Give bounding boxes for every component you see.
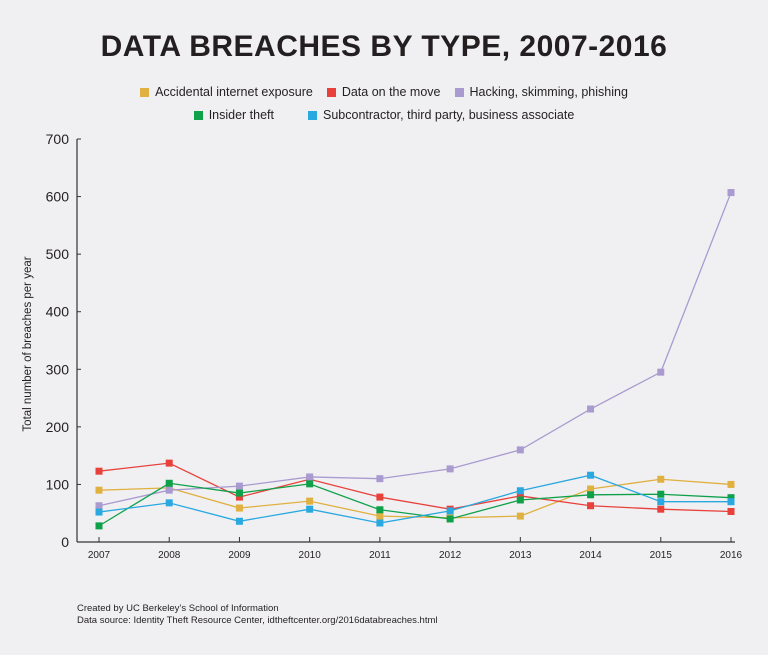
- data-point: [95, 486, 103, 494]
- legend-swatch-subcontractor: [308, 110, 318, 120]
- data-point: [235, 489, 243, 497]
- data-point: [587, 502, 595, 510]
- data-point: [727, 498, 735, 506]
- legend-item-data-on-move: Data on the move: [326, 85, 441, 99]
- series-line-0: [98, 478, 732, 519]
- data-point: [657, 368, 665, 376]
- data-point: [446, 507, 454, 515]
- legend-label: Hacking, skimming, phishing: [469, 85, 628, 99]
- chart-title: DATA BREACHES BY TYPE, 2007-2016: [100, 30, 668, 63]
- data-point: [95, 508, 103, 516]
- data-point: [376, 475, 384, 483]
- x-tick-label: 2015: [650, 550, 673, 561]
- legend-row-1: Accidental internet exposure Data on the…: [0, 85, 768, 99]
- x-tick-label: 2012: [439, 550, 462, 561]
- data-point: [727, 480, 735, 488]
- data-point: [516, 487, 524, 495]
- source-text: Data source: Identity Theft Resource Cen…: [77, 615, 438, 626]
- x-tick-label: 2014: [579, 550, 602, 561]
- y-tick-label: 600: [46, 189, 70, 205]
- data-point: [516, 492, 524, 500]
- data-point: [516, 496, 524, 504]
- y-tick-label: 100: [46, 476, 70, 492]
- x-tick-label: 2013: [509, 550, 532, 561]
- y-tick-label: 0: [61, 534, 69, 550]
- data-point: [587, 491, 595, 499]
- legend-item-subcontractor: Subcontractor, third party, business ass…: [308, 108, 574, 122]
- data-point: [165, 499, 173, 507]
- data-point: [376, 493, 384, 501]
- data-point: [306, 505, 314, 513]
- legend-swatch-accidental: [140, 87, 150, 97]
- y-tick-label: 400: [46, 304, 70, 320]
- credit-text: Created by UC Berkeley’s School of Infor…: [77, 603, 279, 614]
- x-tick-label: 2009: [228, 550, 251, 561]
- data-point: [657, 475, 665, 483]
- legend-item-accidental: Accidental internet exposure: [140, 85, 313, 99]
- y-tick-label: 500: [46, 246, 70, 262]
- data-point: [235, 493, 243, 501]
- series-line-4: [98, 474, 731, 524]
- data-point: [446, 465, 454, 473]
- data-point: [587, 405, 595, 413]
- data-point: [165, 486, 173, 494]
- legend-label: Accidental internet exposure: [155, 85, 313, 99]
- legend-label: Subcontractor, third party, business ass…: [323, 108, 575, 122]
- data-point: [376, 512, 384, 520]
- series-line-3: [98, 482, 732, 527]
- data-point: [306, 473, 314, 481]
- data-point: [165, 479, 173, 487]
- data-point: [376, 506, 384, 514]
- legend-swatch-hacking: [454, 87, 464, 97]
- data-point: [587, 471, 595, 479]
- legend-label: Data on the move: [341, 85, 441, 99]
- data-point: [727, 189, 735, 197]
- data-point: [306, 497, 314, 505]
- legend-item-hacking: Hacking, skimming, phishing: [454, 85, 628, 99]
- legend-label: Insider theft: [208, 108, 275, 122]
- data-point: [376, 519, 384, 527]
- footer: Created by UC Berkeley’s School of Infor…: [77, 603, 438, 627]
- data-point: [95, 467, 103, 475]
- data-point: [235, 517, 243, 525]
- data-point: [446, 515, 454, 523]
- x-tick-label: 2011: [369, 550, 391, 561]
- data-point: [657, 505, 665, 513]
- data-point: [235, 504, 243, 512]
- legend-swatch-insider: [193, 110, 203, 120]
- x-tick-label: 2016: [720, 550, 743, 561]
- legend-item-insider: Insider theft: [193, 108, 275, 122]
- data-point: [306, 480, 314, 488]
- x-tick-label: 2008: [158, 550, 181, 561]
- data-point: [235, 482, 243, 490]
- x-tick-label: 2007: [88, 550, 111, 561]
- x-tick-label: 2010: [299, 550, 322, 561]
- data-point: [657, 490, 665, 498]
- series-line-2: [98, 192, 732, 507]
- y-tick-label: 700: [46, 131, 70, 147]
- data-point: [95, 502, 103, 510]
- data-point: [587, 485, 595, 493]
- data-point: [165, 459, 173, 467]
- y-tick-label: 200: [46, 419, 70, 435]
- data-point: [95, 522, 103, 530]
- data-point: [516, 446, 524, 454]
- legend-swatch-data-on-move: [326, 87, 336, 97]
- y-tick-label: 300: [46, 361, 70, 377]
- legend-row-2: Insider theft Subcontractor, third party…: [0, 108, 768, 122]
- data-point: [516, 512, 524, 520]
- series-line-1: [98, 462, 732, 513]
- data-point: [727, 507, 735, 515]
- data-point: [657, 498, 665, 506]
- data-point: [727, 494, 735, 502]
